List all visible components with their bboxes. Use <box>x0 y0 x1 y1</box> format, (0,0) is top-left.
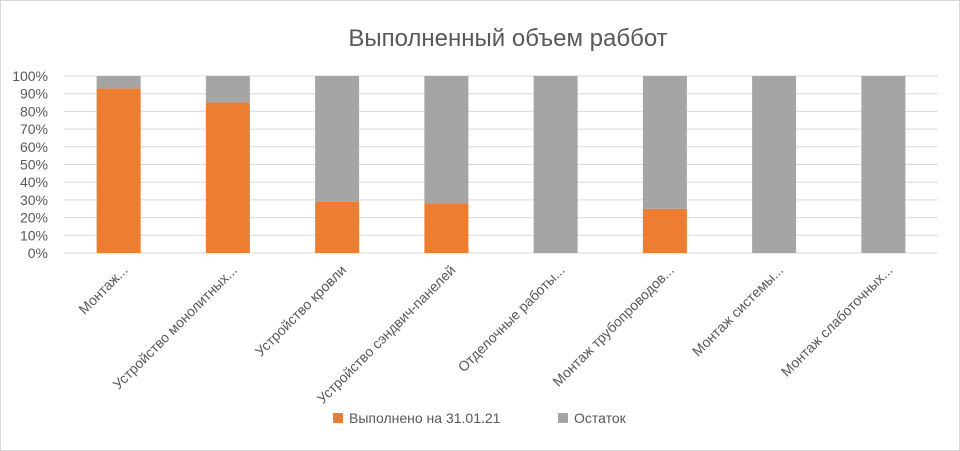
x-category-label: Устройство монолитных... <box>109 262 240 393</box>
legend-swatch-remaining <box>558 413 568 423</box>
bar-segment-remaining <box>96 76 141 89</box>
legend-label-remaining: Остаток <box>574 410 627 426</box>
bar-segment-completed <box>642 208 687 253</box>
bar-segment-completed <box>315 201 360 253</box>
bar-segment-remaining <box>752 76 797 253</box>
y-tick-label: 10% <box>20 227 48 243</box>
bar-segment-remaining <box>861 76 906 253</box>
bar-segment-remaining <box>642 76 687 209</box>
bar-segment-remaining <box>424 76 469 204</box>
chart-title: Выполненный объем раббот <box>348 25 667 52</box>
y-tick-label: 80% <box>20 103 48 119</box>
x-category-label: Монтаж... <box>75 262 130 317</box>
x-category-label: Монтаж системы... <box>689 262 786 359</box>
y-axis-ticks: 0% 10%20% 30% 40%50% 60% 70% 80%90% 100% <box>12 68 48 261</box>
bar-segment-remaining <box>315 76 360 202</box>
y-tick-label: 30% <box>20 192 48 208</box>
x-category-label: Отделочные работы... <box>455 262 568 375</box>
y-tick-label: 60% <box>20 139 48 155</box>
bar-segment-remaining <box>205 76 250 103</box>
y-tick-label: 50% <box>20 157 48 173</box>
bars <box>96 76 906 253</box>
bar-segment-completed <box>424 203 469 253</box>
bar-segment-remaining <box>533 76 578 253</box>
x-axis-labels: Монтаж...Устройство монолитных... Устройс… <box>75 262 895 407</box>
x-category-label: Монтаж слаботочных... <box>778 262 896 380</box>
y-tick-label: 0% <box>28 245 48 261</box>
x-category-label: Монтаж трубопроводов... <box>549 262 677 390</box>
y-tick-label: 20% <box>20 210 48 226</box>
bar-segment-completed <box>96 88 141 253</box>
legend-label-completed: Выполнено на 31.01.21 <box>349 410 501 426</box>
y-tick-label: 40% <box>20 174 48 190</box>
y-tick-label: 90% <box>20 86 48 102</box>
legend: Выполнено на 31.01.21 Остаток <box>333 410 627 426</box>
bar-segment-completed <box>205 102 250 253</box>
gridlines <box>64 75 938 254</box>
y-tick-label: 70% <box>20 121 48 137</box>
legend-swatch-completed <box>333 413 343 423</box>
y-tick-label: 100% <box>12 68 48 84</box>
x-category-label: Устройство кровли <box>252 262 350 360</box>
